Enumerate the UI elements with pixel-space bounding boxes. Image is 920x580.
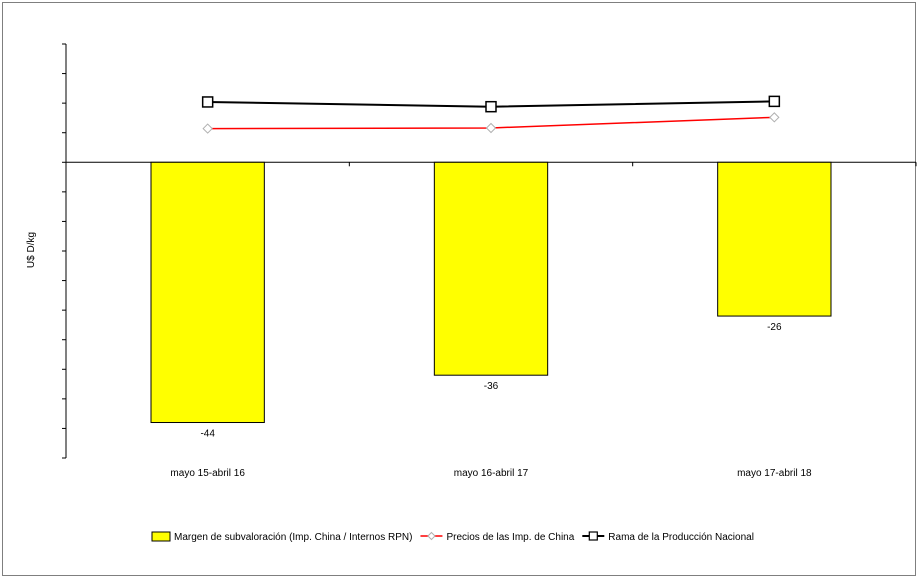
x-tick-label: mayo 17-abril 18 — [737, 468, 812, 479]
diamond-marker — [769, 112, 780, 123]
bar-data-label: -26 — [767, 322, 782, 333]
bar-data-label: -44 — [200, 429, 215, 440]
legend-marker — [427, 531, 436, 541]
square-marker — [768, 95, 781, 108]
bar — [433, 161, 549, 376]
y-axis-title: U$ D/kg — [26, 232, 37, 268]
x-tick-label: mayo 16-abril 17 — [454, 468, 529, 479]
line-series — [201, 95, 781, 134]
legend-label: Precios de las Imp. de China — [446, 532, 574, 543]
diamond-marker — [485, 122, 497, 134]
legend-marker — [588, 531, 598, 541]
square-marker — [201, 96, 214, 108]
legend: Margen de subvaloración (Imp. China / In… — [151, 531, 754, 543]
x-tick-label: mayo 15-abril 16 — [170, 468, 245, 479]
legend-label: Margen de subvaloración (Imp. China / In… — [174, 532, 412, 543]
bar — [717, 161, 832, 317]
bar — [150, 161, 265, 424]
bar-series — [150, 161, 832, 424]
diamond-marker — [202, 123, 213, 134]
legend-swatch — [151, 531, 171, 542]
legend-label: Rama de la Producción Nacional — [608, 532, 754, 543]
square-marker — [485, 100, 497, 113]
data-labels: -44 -36 -26 — [200, 322, 782, 439]
bar-data-label: -36 — [484, 381, 499, 392]
